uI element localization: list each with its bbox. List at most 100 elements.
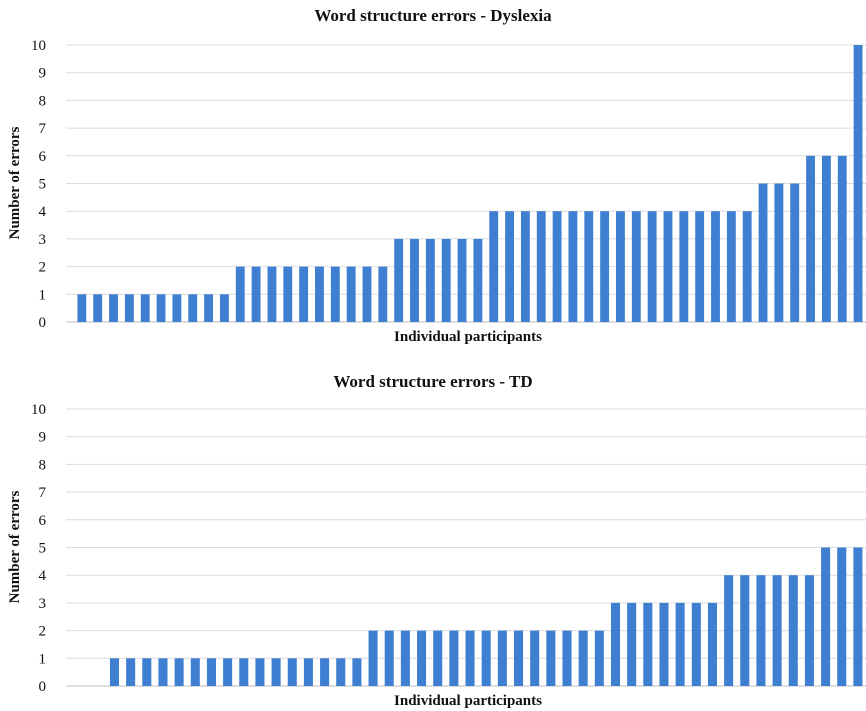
bar <box>837 547 847 686</box>
y-tick-label: 9 <box>39 430 47 446</box>
y-axis-title: Number of errors <box>7 490 23 603</box>
chart-title: Word structure errors - Dyslexia <box>314 6 552 25</box>
y-tick-label: 2 <box>39 624 47 640</box>
bar <box>239 658 249 686</box>
bar <box>584 211 594 322</box>
bar <box>711 211 720 322</box>
bar <box>505 211 514 322</box>
y-tick-label: 4 <box>39 568 47 584</box>
bar <box>206 658 216 686</box>
y-tick-label: 0 <box>39 679 47 695</box>
bar <box>520 211 530 322</box>
y-tick-label: 0 <box>39 315 47 331</box>
bar <box>156 294 166 322</box>
bar <box>772 575 782 686</box>
bar <box>853 45 863 322</box>
chart-td: Word structure errors - TD 0 1 2 3 4 5 6 7 8 9 10 I… <box>0 366 866 711</box>
bar <box>174 658 184 686</box>
bar <box>303 658 313 686</box>
bar <box>821 155 831 322</box>
y-tick-label: 6 <box>39 513 47 529</box>
bar <box>362 266 372 322</box>
bar <box>204 294 214 322</box>
bar <box>481 630 491 686</box>
bar <box>536 211 546 322</box>
bar <box>758 183 768 322</box>
bar <box>109 294 118 322</box>
bar <box>788 575 798 686</box>
chart-td-plot: 0 1 2 3 4 5 6 7 8 9 10 Individual participants Numbe… <box>7 402 866 709</box>
bar <box>473 238 483 322</box>
bar <box>299 266 309 322</box>
bar <box>441 238 451 322</box>
bar <box>235 266 245 322</box>
y-tick-label: 10 <box>31 38 46 54</box>
bar <box>821 547 831 686</box>
bar <box>330 266 340 322</box>
bar <box>774 183 784 322</box>
y-tick-label: 1 <box>39 651 47 667</box>
bar <box>93 294 103 322</box>
bar <box>267 266 277 322</box>
bar <box>724 575 734 686</box>
y-tick-label: 9 <box>39 66 47 82</box>
bar <box>271 658 281 686</box>
bar <box>600 211 610 322</box>
bar <box>223 658 233 686</box>
bar <box>457 238 467 322</box>
x-axis-title: Individual participants <box>394 329 542 345</box>
bar <box>647 211 657 322</box>
bar <box>562 630 572 686</box>
y-tick-label: 3 <box>39 596 47 612</box>
bar <box>631 211 641 322</box>
bar <box>627 602 637 686</box>
bar <box>659 602 669 686</box>
y-tick-label: 8 <box>39 457 47 473</box>
bar <box>489 211 499 322</box>
y-tick-label: 8 <box>39 93 47 109</box>
bar <box>675 602 685 686</box>
y-tick-label: 5 <box>39 541 47 557</box>
bar <box>255 658 265 686</box>
bar <box>425 238 435 322</box>
y-tick-label: 5 <box>39 177 47 193</box>
bar <box>726 211 736 322</box>
bar <box>514 630 524 686</box>
bar <box>126 658 136 686</box>
bar <box>643 602 653 686</box>
x-axis-title: Individual participants <box>394 693 542 709</box>
bar <box>578 630 588 686</box>
bar <box>417 630 427 686</box>
bar <box>853 547 863 686</box>
chart-dyslexia: Word structure errors - Dyslexia 0 1 2 3 4 5 6… <box>0 0 866 355</box>
y-axis-title: Number of errors <box>7 126 23 239</box>
bar <box>691 602 701 686</box>
bar <box>283 266 293 322</box>
bar <box>756 575 766 686</box>
bar <box>251 266 261 322</box>
bar <box>346 266 356 322</box>
bar <box>546 630 556 686</box>
bar <box>77 294 87 322</box>
bar <box>140 294 150 322</box>
bar <box>320 658 330 686</box>
bar <box>465 630 475 686</box>
bar <box>497 630 507 686</box>
bar <box>190 658 200 686</box>
bar <box>707 602 717 686</box>
bar <box>172 294 182 322</box>
bar <box>568 211 578 322</box>
bar <box>124 294 134 322</box>
bar <box>742 211 752 322</box>
bar <box>158 658 168 686</box>
y-tick-label: 2 <box>39 260 47 276</box>
bar <box>368 630 378 686</box>
chart-title: Word structure errors - TD <box>333 372 533 391</box>
chart-dyslexia-plot: 0 1 2 3 4 5 6 7 8 9 10 Individual participants Numbe… <box>7 38 866 345</box>
bar <box>790 183 800 322</box>
bar <box>219 294 229 322</box>
bar <box>378 266 388 322</box>
bar <box>315 266 324 322</box>
bar <box>109 658 120 686</box>
bar <box>616 211 625 322</box>
